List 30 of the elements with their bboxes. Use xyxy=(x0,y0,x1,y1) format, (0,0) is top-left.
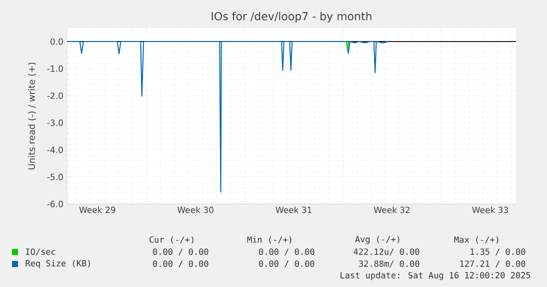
text: 422.12u/ 0.00 xyxy=(354,248,420,256)
text: 0.00 / 0.00 xyxy=(259,248,314,256)
x-tick-label: Week 33 xyxy=(472,206,508,214)
text: Avg (-/+) xyxy=(355,236,400,244)
y-tick-label: -4.0 xyxy=(47,146,63,154)
text: 0.00 / 0.00 xyxy=(259,260,314,268)
x-tick-label: Week 29 xyxy=(79,206,116,214)
text: Min (-/+) xyxy=(247,236,292,244)
text: 127.21 / 0.00 xyxy=(460,260,526,268)
x-tick-label: Week 30 xyxy=(178,206,214,214)
y-tick-label: -5.0 xyxy=(47,174,63,180)
text: Max (-/+) xyxy=(454,236,498,244)
y-tick-label: 0.0 xyxy=(50,38,63,45)
legend-label: Req Size (KB) xyxy=(26,260,90,268)
y-tick-label: -2.0 xyxy=(47,92,63,99)
y-tick-label: -3.0 xyxy=(47,120,63,126)
y-tick-label: -1.0 xyxy=(47,65,63,72)
text: 1.35 / 0.00 xyxy=(470,248,526,256)
text: Cur (-/+) xyxy=(150,236,194,244)
chart-title: IOs for /dev/loop7 - by month xyxy=(212,12,372,22)
text: 0.00 / 0.00 xyxy=(153,248,208,256)
text: 0.00 / 0.00 xyxy=(153,260,208,268)
legend-label: IO/sec xyxy=(26,248,56,256)
y-axis-title: Units read (-) / write (+) xyxy=(28,62,36,170)
text: Last update: Sat Aug 16 12:00:20 2025 xyxy=(340,272,530,280)
x-tick-label: Week 31 xyxy=(276,206,312,214)
text: 32.88m/ 0.00 xyxy=(358,260,420,268)
x-tick-label: Week 32 xyxy=(374,206,410,214)
y-tick-label: -6.0 xyxy=(47,200,63,208)
line-series xyxy=(67,41,390,192)
